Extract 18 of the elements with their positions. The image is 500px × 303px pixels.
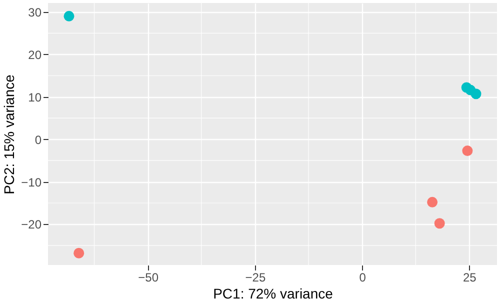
point: [462, 146, 473, 156]
y-tick-label: 30: [28, 5, 42, 20]
x-tick-label: −25: [245, 270, 266, 284]
point: [470, 88, 482, 100]
y-tick-label: 10: [28, 90, 42, 104]
x-tick-label: −50: [138, 270, 159, 284]
y-tick-label: −10: [21, 175, 42, 190]
y-axis-title: PC2: 15% variance: [1, 74, 18, 194]
y-tick-label: 20: [28, 48, 42, 62]
point: [427, 196, 438, 208]
x-tick-label: 0: [359, 270, 366, 284]
point: [74, 248, 84, 258]
point: [64, 10, 74, 22]
point: [434, 218, 445, 229]
y-tick-label: 0: [34, 132, 42, 147]
x-tick-label: 25: [462, 270, 477, 284]
y-tick-label: −20: [21, 218, 42, 232]
x-axis-title: PC1: 72% variance: [213, 286, 334, 302]
